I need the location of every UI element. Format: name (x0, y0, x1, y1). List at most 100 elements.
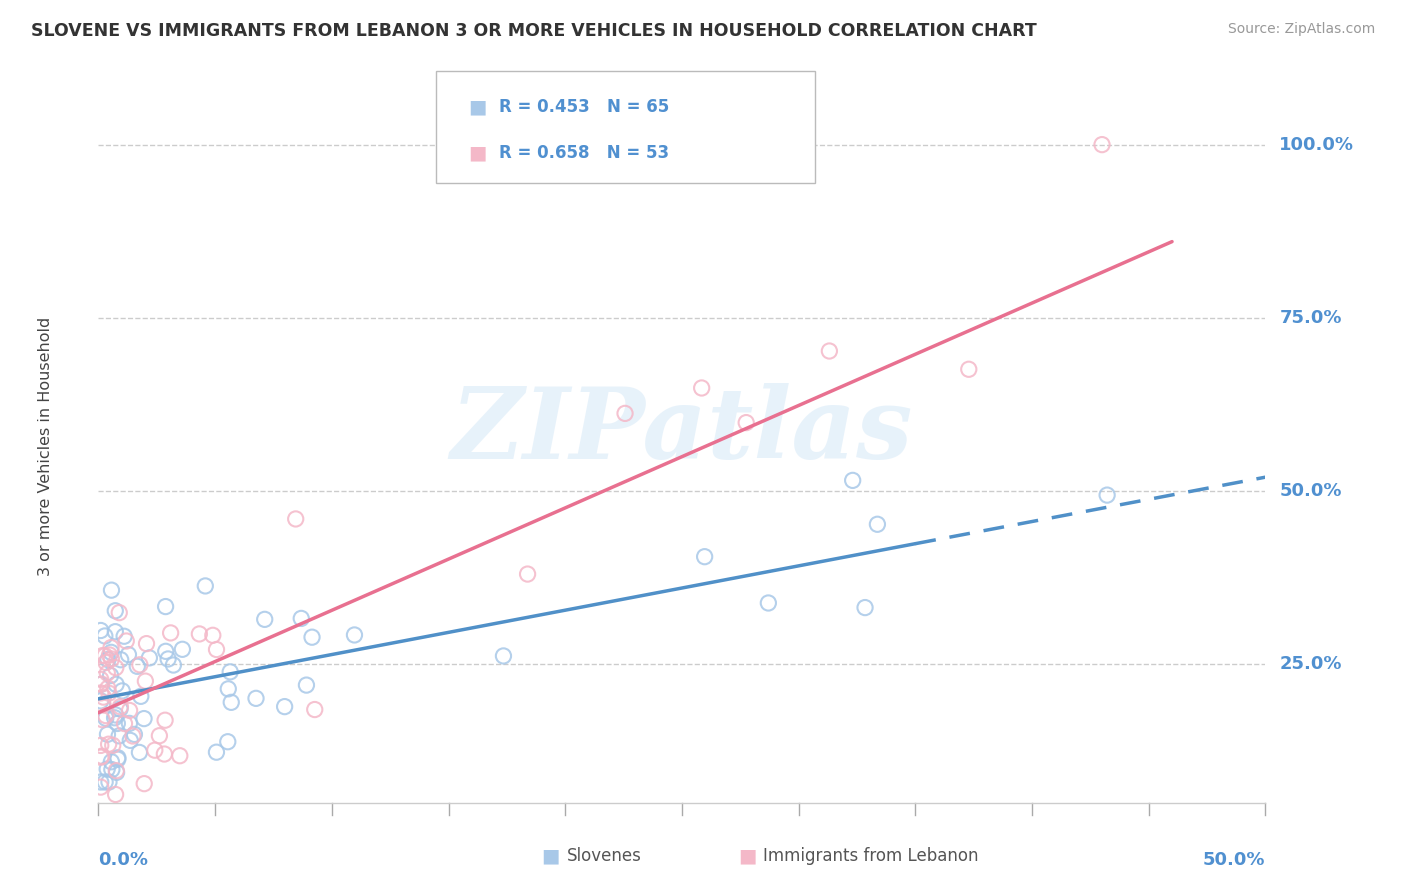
Point (96, 762, 118, 776)
Point (100, 645, 122, 659)
Text: ZIPatlas: ZIPatlas (451, 384, 912, 480)
Point (143, 743, 166, 757)
Point (90, 780, 112, 794)
Point (101, 763, 124, 777)
Point (98, 648, 121, 662)
Point (614, 406, 637, 420)
Point (957, 362, 980, 376)
Text: Slovenes: Slovenes (567, 847, 641, 865)
Point (97, 652, 120, 666)
Point (111, 684, 134, 698)
Point (104, 604, 127, 618)
Point (735, 416, 758, 430)
Point (108, 606, 131, 620)
Point (104, 788, 127, 802)
Point (124, 727, 146, 741)
Point (97, 686, 120, 700)
Point (155, 599, 177, 614)
Point (94, 711, 117, 725)
Point (107, 750, 129, 764)
Point (110, 653, 132, 667)
Point (91, 648, 114, 663)
Point (104, 661, 127, 675)
Point (90, 749, 112, 764)
Point (90, 677, 112, 691)
Point (304, 702, 326, 716)
Point (756, 596, 779, 610)
Point (201, 628, 224, 642)
Point (94, 648, 117, 663)
Text: R = 0.453   N = 65: R = 0.453 N = 65 (499, 97, 669, 116)
Point (153, 747, 176, 761)
Point (273, 699, 295, 714)
Text: Immigrants from Lebanon: Immigrants from Lebanon (763, 847, 979, 865)
Point (155, 644, 177, 658)
Text: ■: ■ (468, 144, 486, 162)
Point (866, 517, 889, 532)
Text: ■: ■ (468, 97, 486, 116)
Point (148, 729, 170, 743)
Point (96, 727, 118, 741)
Point (94, 775, 117, 789)
Text: 50.0%: 50.0% (1279, 482, 1341, 500)
Point (115, 634, 138, 648)
Point (100, 583, 122, 598)
Point (219, 665, 242, 679)
Point (118, 716, 141, 731)
Point (91, 698, 114, 712)
Point (159, 626, 181, 640)
Point (122, 729, 145, 743)
Point (253, 612, 276, 626)
Point (1091, 137, 1114, 152)
Point (100, 640, 122, 655)
Point (94, 629, 117, 643)
Text: 100.0%: 100.0% (1279, 136, 1354, 153)
Point (97, 737, 120, 751)
Point (100, 652, 122, 666)
Point (169, 748, 191, 763)
Point (129, 690, 152, 704)
Point (492, 648, 515, 663)
Point (290, 611, 312, 625)
Point (105, 716, 128, 731)
Point (120, 733, 142, 747)
Point (107, 752, 129, 766)
Point (100, 755, 122, 769)
Point (219, 695, 242, 709)
Point (217, 735, 239, 749)
Point (690, 381, 713, 395)
Point (295, 678, 318, 692)
Point (157, 652, 180, 666)
Point (853, 600, 876, 615)
Point (93, 690, 115, 705)
Text: Source: ZipAtlas.com: Source: ZipAtlas.com (1227, 22, 1375, 37)
Point (128, 657, 150, 672)
Text: 3 or more Vehicles in Household: 3 or more Vehicles in Household (38, 317, 53, 575)
Point (90, 624, 112, 638)
Point (104, 707, 127, 722)
Point (188, 627, 211, 641)
Point (110, 699, 132, 714)
Point (90, 686, 112, 700)
Point (90, 750, 112, 764)
Point (94, 656, 117, 670)
Point (217, 681, 239, 696)
Point (138, 651, 160, 665)
Text: 50.0%: 50.0% (1204, 851, 1265, 870)
Point (90, 677, 112, 691)
Point (117, 648, 139, 662)
Point (96, 666, 118, 681)
Point (245, 691, 267, 706)
Text: 25.0%: 25.0% (1279, 656, 1341, 673)
Point (132, 712, 155, 726)
Text: ■: ■ (541, 847, 560, 866)
Point (153, 713, 176, 727)
Point (818, 344, 841, 359)
Point (104, 624, 127, 639)
Point (118, 703, 141, 717)
Point (128, 746, 150, 760)
Point (90, 673, 112, 687)
Point (101, 739, 124, 753)
Point (284, 512, 307, 526)
Point (172, 642, 194, 657)
